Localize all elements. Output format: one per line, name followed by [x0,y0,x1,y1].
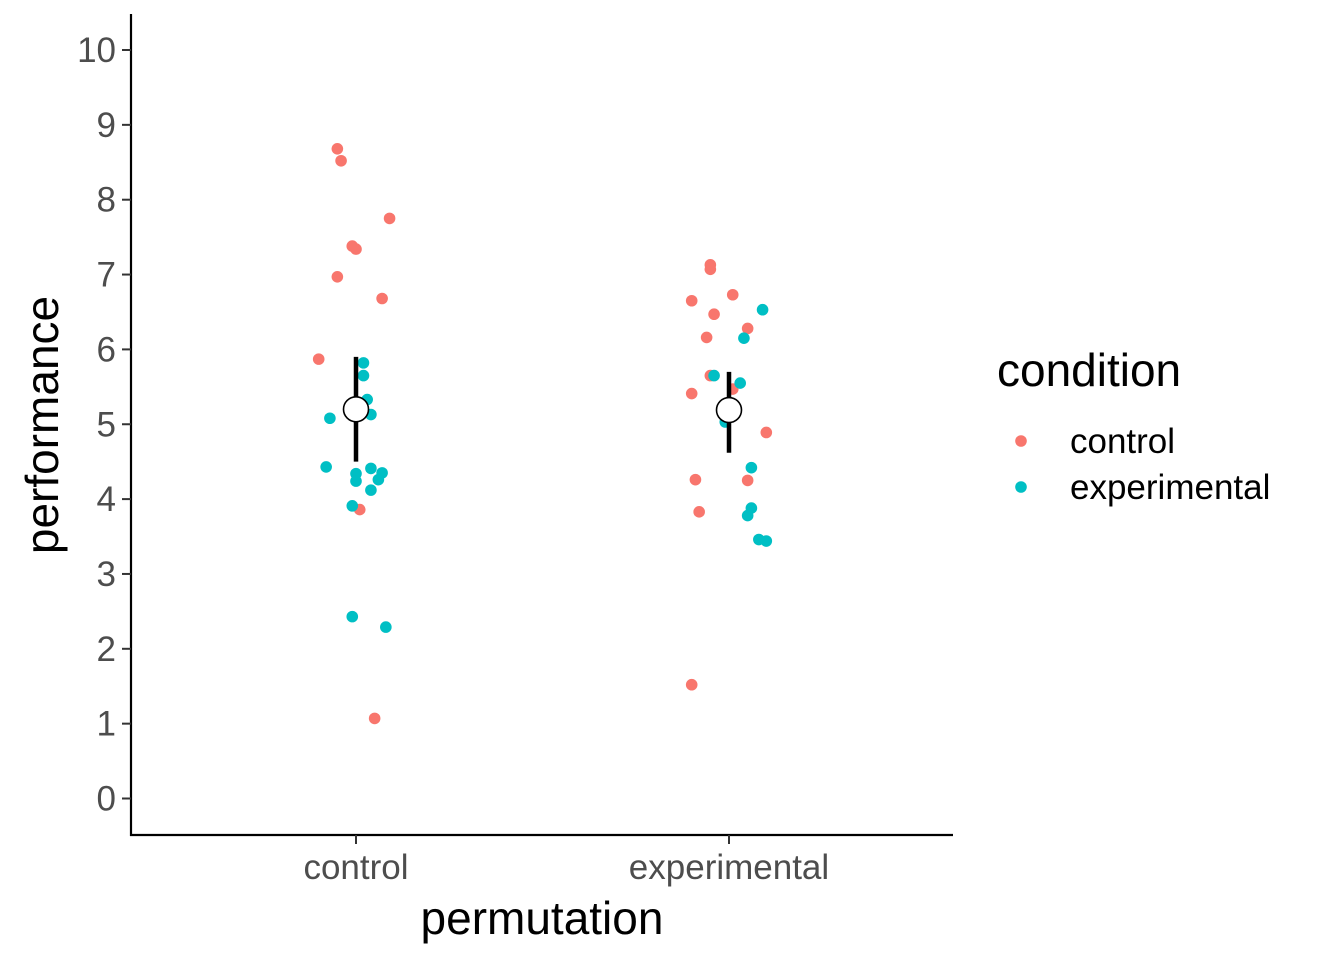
data-point-experimental [324,412,336,425]
y-tick-label: 5 [97,405,116,444]
y-tick-label: 8 [97,181,116,220]
axes-layer [129,14,953,837]
data-point-control [708,308,720,321]
y-tick-label: 0 [97,780,116,819]
legend-key-control [1015,435,1027,447]
legend-entries: control experimental [1015,422,1270,507]
data-point-experimental [357,369,370,382]
x-ticks: control experimental [303,835,829,887]
data-point-experimental [738,332,750,344]
y-tick-label: 2 [97,630,116,669]
data-point-control [685,294,698,307]
y-tick-label: 1 [97,705,116,744]
data-point-control [704,263,717,276]
x-axis-title: permutation [421,892,664,944]
y-tick-label: 7 [97,256,116,295]
y-axis-title: performance [16,296,68,554]
data-point-control [689,473,702,486]
data-point-control [312,353,325,365]
data-point-control [350,243,362,255]
data-point-control [726,288,739,301]
data-point-experimental [760,535,773,547]
data-point-experimental [350,475,362,487]
data-point-control [741,322,754,335]
data-point-experimental [320,461,332,473]
legend-title: condition [997,344,1181,396]
data-point-experimental [365,462,377,475]
data-point-control [760,426,773,439]
legend-label-control: control [1070,422,1175,461]
data-point-control [693,506,705,518]
data-point-control [383,212,396,225]
x-tick-label: control [303,848,408,887]
summary-layer [342,356,743,462]
data-point-experimental [357,357,370,369]
data-point-control [331,143,344,155]
data-point-experimental [380,621,392,633]
data-point-experimental [365,484,377,496]
data-point-control [700,331,713,344]
y-tick-label: 3 [97,555,116,594]
data-point-control [741,474,754,487]
legend-label-experimental: experimental [1070,468,1270,507]
data-point-control [331,270,344,283]
data-point-experimental [741,509,754,522]
mean-point [342,395,370,423]
data-point-experimental [756,303,769,316]
y-tick-label: 10 [77,31,116,70]
data-point-experimental [346,500,359,512]
data-point-control [335,154,347,167]
legend: condition control experimental [997,344,1270,507]
data-point-control [685,387,698,400]
data-point-control [685,678,698,691]
legend-key-experimental [1015,481,1027,493]
data-point-control [376,292,388,305]
y-tick-label: 4 [97,480,116,519]
data-point-experimental [372,473,385,486]
mean-point [715,396,743,424]
x-tick-label: experimental [629,848,829,887]
data-point-experimental [708,369,720,382]
data-point-experimental [745,461,758,474]
y-tick-label: 6 [97,330,116,369]
y-ticks: 0 1 2 3 4 5 6 7 8 9 10 [77,31,131,819]
points-layer [312,143,773,725]
y-tick-label: 9 [97,106,116,145]
data-point-experimental [734,377,746,389]
data-point-control [368,712,381,725]
data-point-experimental [346,610,359,623]
